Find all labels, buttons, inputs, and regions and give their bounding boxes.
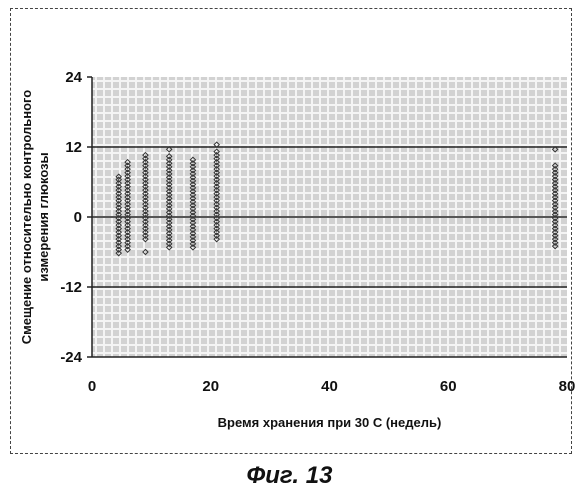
y-tick-label: 24 bbox=[65, 69, 82, 86]
x-tick-label: 20 bbox=[202, 378, 219, 395]
y-axis-title-line-2: измерения глюкозы bbox=[36, 152, 51, 281]
figure-caption: Фиг. 13 bbox=[0, 462, 579, 490]
y-tick-label: 0 bbox=[74, 209, 82, 226]
y-tick-label: -24 bbox=[60, 349, 82, 366]
y-axis-title-line-1: Смещение относительно контрольного bbox=[19, 90, 34, 345]
x-tick-label: 40 bbox=[321, 378, 338, 395]
x-tick-label: 60 bbox=[440, 378, 457, 395]
x-tick-label: 80 bbox=[559, 378, 576, 395]
x-axis-title: Время хранения при 30 C (недель) bbox=[218, 415, 442, 430]
y-tick-label: -12 bbox=[60, 279, 82, 296]
x-tick-label: 0 bbox=[88, 378, 96, 395]
y-tick-label: 12 bbox=[65, 139, 82, 156]
